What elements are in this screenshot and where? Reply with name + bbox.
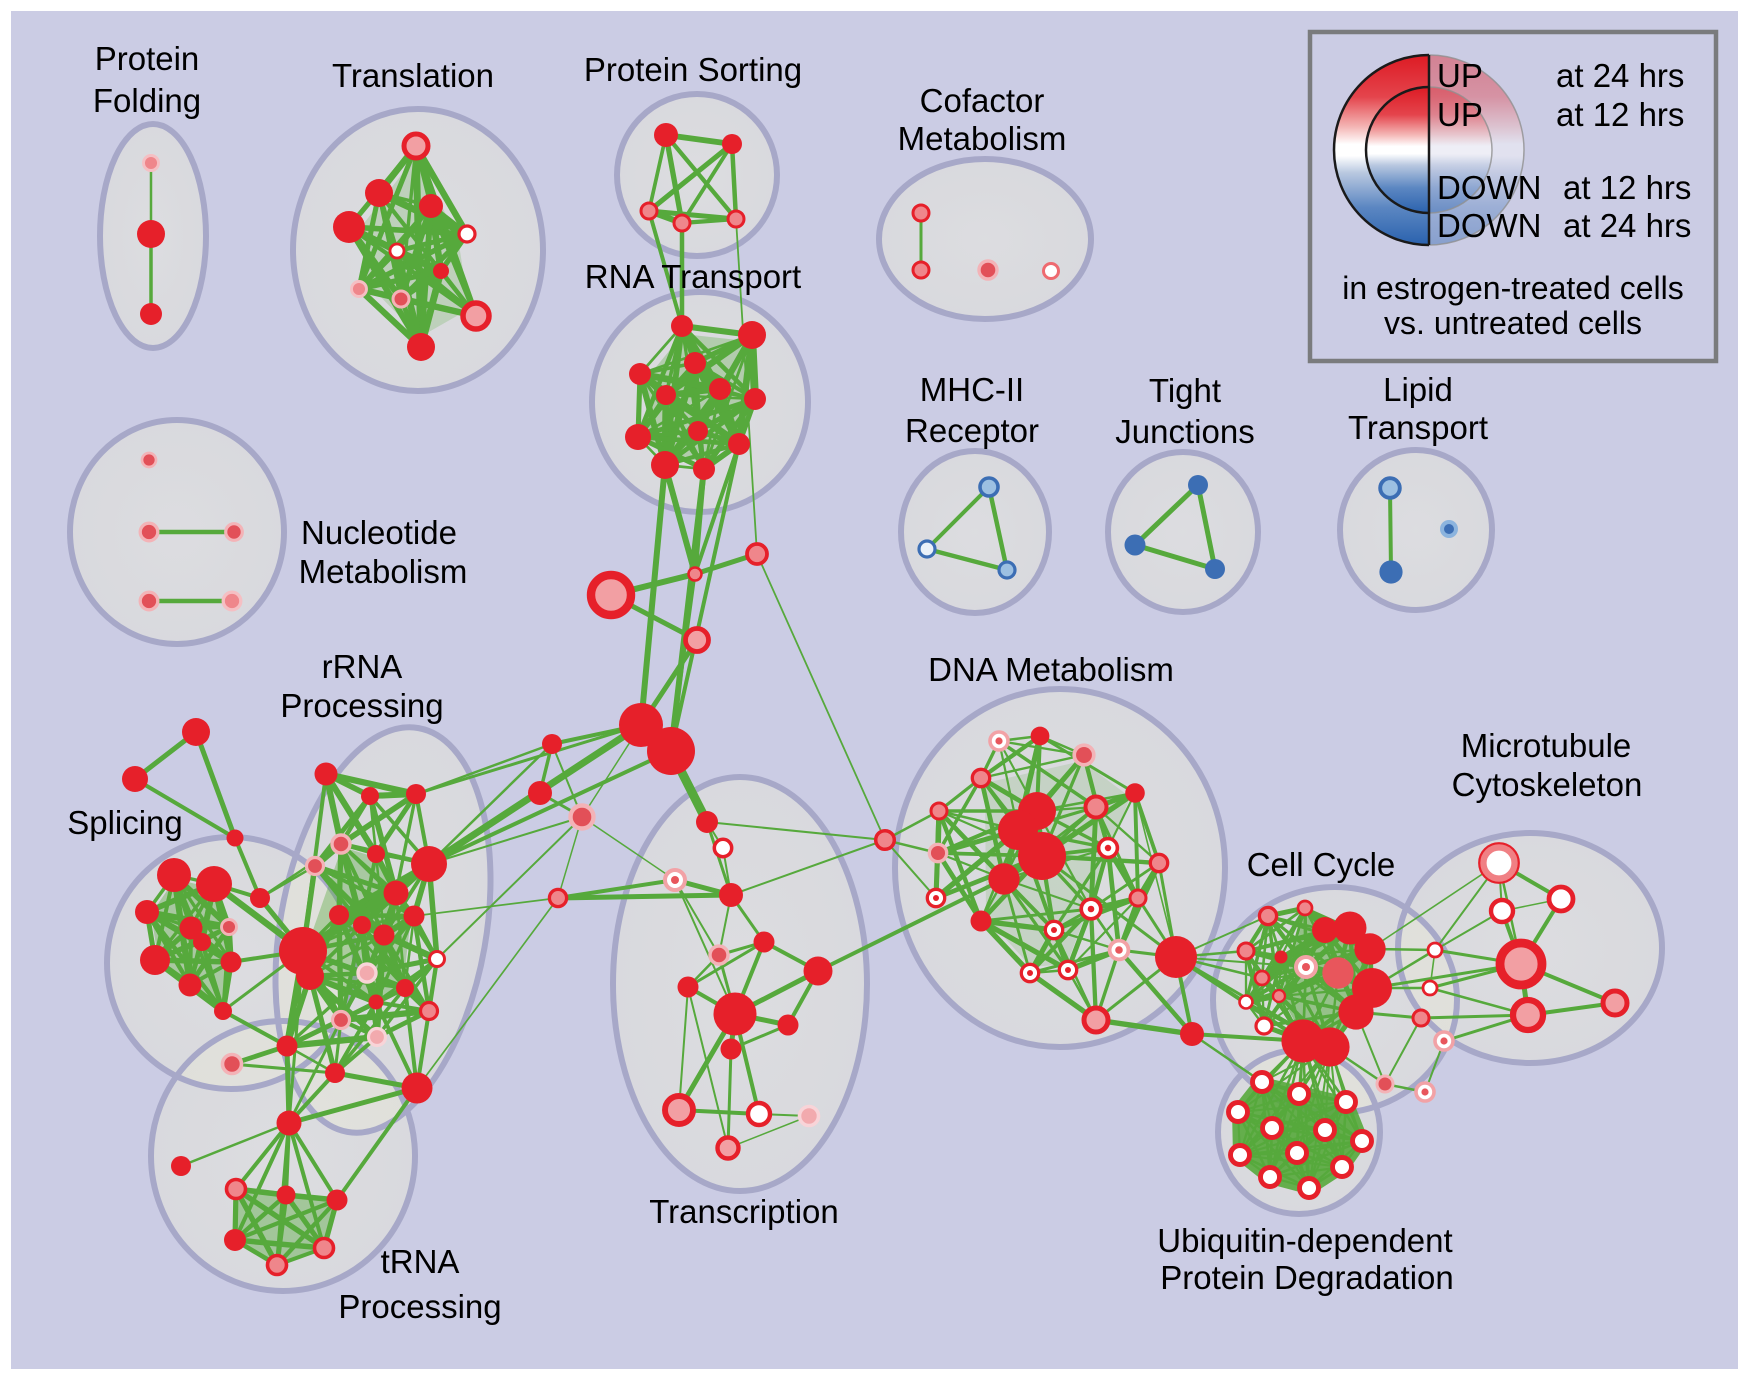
svg-text:Processing: Processing <box>280 687 443 724</box>
svg-text:MHC-II: MHC-II <box>920 371 1024 408</box>
svg-text:tRNA: tRNA <box>381 1243 460 1280</box>
svg-text:Translation: Translation <box>332 57 494 94</box>
svg-text:Protein Sorting: Protein Sorting <box>584 51 802 88</box>
svg-text:at 12 hrs: at 12 hrs <box>1556 96 1684 133</box>
svg-text:DOWN: DOWN <box>1437 207 1541 244</box>
svg-text:rRNA: rRNA <box>322 648 403 685</box>
svg-text:Cytoskeleton: Cytoskeleton <box>1452 766 1643 803</box>
svg-text:Junctions: Junctions <box>1115 413 1254 450</box>
svg-text:Cell Cycle: Cell Cycle <box>1247 846 1396 883</box>
svg-text:Cofactor: Cofactor <box>920 82 1045 119</box>
svg-text:UP: UP <box>1437 96 1483 133</box>
svg-text:Protein: Protein <box>95 40 200 77</box>
svg-text:vs. untreated cells: vs. untreated cells <box>1384 305 1642 341</box>
svg-text:Nucleotide: Nucleotide <box>301 514 457 551</box>
svg-text:RNA Transport: RNA Transport <box>585 258 801 295</box>
svg-text:Transport: Transport <box>1348 409 1488 446</box>
svg-text:at 12 hrs: at 12 hrs <box>1563 169 1691 206</box>
svg-text:Splicing: Splicing <box>67 804 183 841</box>
svg-text:DOWN: DOWN <box>1437 169 1541 206</box>
svg-text:DNA Metabolism: DNA Metabolism <box>928 651 1174 688</box>
svg-text:Protein Degradation: Protein Degradation <box>1160 1259 1454 1296</box>
svg-text:UP: UP <box>1437 57 1483 94</box>
svg-text:at 24 hrs: at 24 hrs <box>1556 57 1684 94</box>
svg-text:Tight: Tight <box>1149 372 1221 409</box>
svg-text:at 24 hrs: at 24 hrs <box>1563 207 1691 244</box>
svg-text:Ubiquitin-dependent: Ubiquitin-dependent <box>1157 1222 1452 1259</box>
svg-text:Processing: Processing <box>338 1288 501 1325</box>
svg-text:Folding: Folding <box>93 82 201 119</box>
svg-text:Microtubule: Microtubule <box>1461 727 1632 764</box>
svg-text:in estrogen-treated cells: in estrogen-treated cells <box>1342 270 1684 306</box>
svg-text:Metabolism: Metabolism <box>299 553 468 590</box>
svg-text:Lipid: Lipid <box>1383 371 1453 408</box>
svg-text:Receptor: Receptor <box>905 412 1039 449</box>
svg-text:Transcription: Transcription <box>649 1193 839 1230</box>
svg-text:Metabolism: Metabolism <box>898 120 1067 157</box>
